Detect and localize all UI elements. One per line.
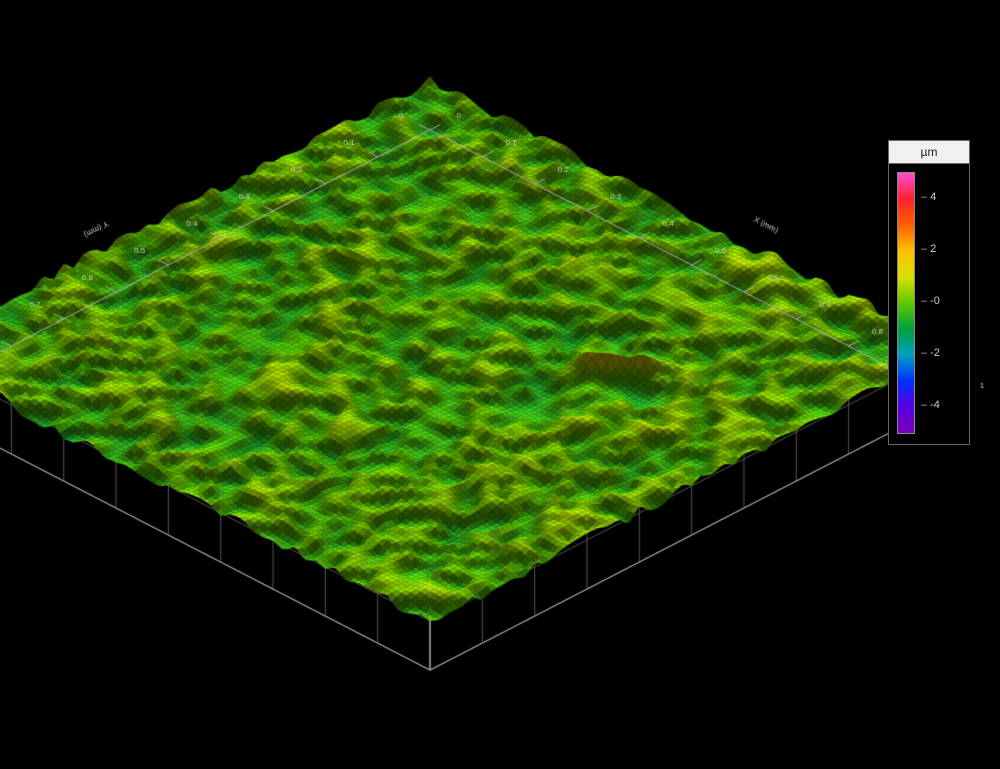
- color-legend-tick: -0: [921, 296, 940, 307]
- color-legend-body: 4 2 -0 -2 -4: [889, 164, 969, 444]
- color-legend-title: µm: [889, 141, 969, 164]
- color-legend: µm 4 2 -0 -2 -4: [888, 140, 970, 445]
- color-legend-tick: 2: [921, 244, 936, 255]
- color-legend-bar: [897, 172, 915, 434]
- color-legend-tick: -4: [921, 400, 940, 411]
- surface-3d-plot: [0, 0, 1000, 769]
- color-legend-tick: 4: [921, 192, 936, 203]
- color-legend-ticks: 4 2 -0 -2 -4: [921, 172, 963, 432]
- color-legend-tick: -2: [921, 348, 940, 359]
